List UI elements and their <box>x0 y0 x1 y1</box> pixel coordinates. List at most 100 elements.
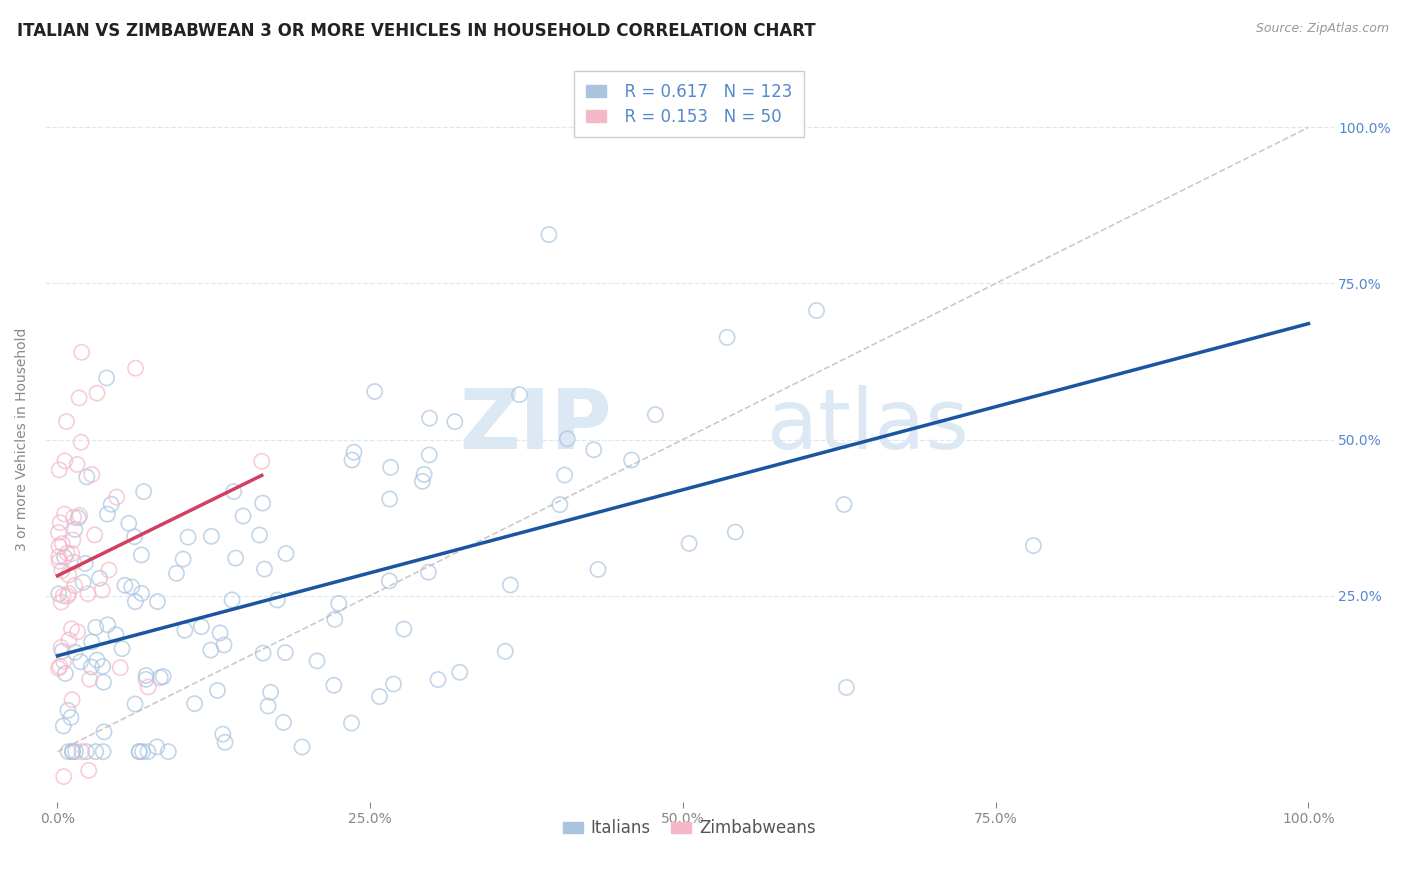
Point <box>58 568 80 582</box>
Point <box>449 665 471 680</box>
Point <box>69 655 91 669</box>
Point <box>250 454 273 468</box>
Point <box>678 536 700 550</box>
Point <box>124 697 146 711</box>
Point <box>49 659 72 673</box>
Point <box>53 550 76 565</box>
Point <box>209 626 232 640</box>
Text: Source: ZipAtlas.com: Source: ZipAtlas.com <box>1256 22 1389 36</box>
Point <box>63 523 86 537</box>
Point <box>274 646 297 660</box>
Point <box>173 624 195 638</box>
Point <box>443 415 465 429</box>
Point <box>49 516 72 530</box>
Point <box>222 484 245 499</box>
Point <box>80 635 103 649</box>
Point <box>152 669 174 683</box>
Point <box>86 386 108 401</box>
Point <box>114 578 136 592</box>
Point <box>146 739 169 754</box>
Point <box>105 490 128 504</box>
Point <box>66 624 89 639</box>
Point <box>411 475 433 489</box>
Point <box>548 498 571 512</box>
Point <box>419 411 441 425</box>
Point <box>76 470 98 484</box>
Point <box>66 458 89 472</box>
Point <box>60 622 83 636</box>
Point <box>96 371 118 385</box>
Point <box>96 507 118 521</box>
Point <box>252 496 274 510</box>
Point <box>207 683 229 698</box>
Point <box>53 454 76 468</box>
Point <box>135 673 157 687</box>
Point <box>128 745 150 759</box>
Point <box>307 654 329 668</box>
Point <box>49 640 72 655</box>
Point <box>52 589 75 603</box>
Point <box>62 555 84 569</box>
Point <box>135 668 157 682</box>
Point <box>157 745 180 759</box>
Point <box>274 547 297 561</box>
Text: ZIP: ZIP <box>460 384 612 466</box>
Point <box>58 586 80 600</box>
Point <box>69 508 91 523</box>
Point <box>110 660 132 674</box>
Point <box>62 533 84 547</box>
Point <box>60 745 83 759</box>
Point <box>86 653 108 667</box>
Point <box>93 724 115 739</box>
Point <box>323 612 346 626</box>
Point <box>340 453 363 467</box>
Point <box>51 595 73 609</box>
Point <box>378 491 401 506</box>
Point <box>221 593 243 607</box>
Point <box>368 690 391 704</box>
Point <box>392 622 415 636</box>
Point <box>58 745 80 759</box>
Point <box>80 660 103 674</box>
Point <box>65 745 87 759</box>
Point <box>121 580 143 594</box>
Point <box>91 583 114 598</box>
Point <box>131 548 153 562</box>
Point <box>84 620 107 634</box>
Point <box>75 557 97 571</box>
Point <box>79 672 101 686</box>
Point <box>427 673 450 687</box>
Point <box>62 745 84 759</box>
Point <box>225 551 247 566</box>
Point <box>716 330 738 344</box>
Point <box>97 563 120 577</box>
Point <box>200 529 222 543</box>
Point <box>378 574 401 588</box>
Point <box>212 638 235 652</box>
Point <box>413 467 436 482</box>
Point <box>586 562 609 576</box>
Point <box>146 594 169 608</box>
Point <box>77 587 100 601</box>
Point <box>93 675 115 690</box>
Point <box>291 739 314 754</box>
Point <box>136 745 159 759</box>
Point <box>200 643 222 657</box>
Point <box>190 620 212 634</box>
Point <box>136 680 159 694</box>
Point <box>48 554 70 568</box>
Point <box>554 468 576 483</box>
Point <box>51 564 73 578</box>
Point <box>83 528 105 542</box>
Point <box>132 484 155 499</box>
Point <box>63 578 86 592</box>
Point <box>80 467 103 482</box>
Point <box>128 745 150 759</box>
Point <box>1022 539 1045 553</box>
Point <box>48 661 70 675</box>
Point <box>253 562 276 576</box>
Point <box>62 510 84 524</box>
Point <box>48 525 70 540</box>
Point <box>644 408 666 422</box>
Point <box>131 745 153 759</box>
